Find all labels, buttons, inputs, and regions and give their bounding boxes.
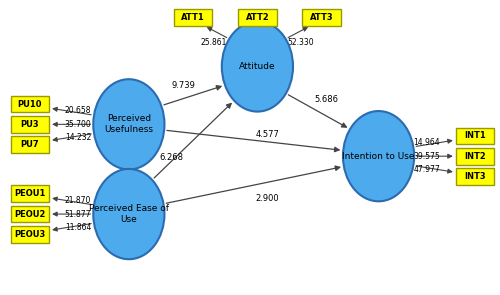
FancyBboxPatch shape <box>10 226 50 243</box>
Text: 20.658: 20.658 <box>65 106 92 115</box>
Text: 51.877: 51.877 <box>64 209 91 219</box>
Text: INT2: INT2 <box>464 152 486 161</box>
Text: INT1: INT1 <box>464 131 486 140</box>
Text: 14.232: 14.232 <box>65 133 91 142</box>
Ellipse shape <box>94 79 164 170</box>
Text: 47.977: 47.977 <box>414 165 440 174</box>
Text: 4.577: 4.577 <box>256 130 279 139</box>
Text: 11.864: 11.864 <box>65 223 91 232</box>
Text: PEOU1: PEOU1 <box>14 189 46 198</box>
Text: 2.900: 2.900 <box>256 194 279 203</box>
FancyBboxPatch shape <box>238 9 277 26</box>
Text: 39.575: 39.575 <box>414 152 440 161</box>
FancyBboxPatch shape <box>10 186 50 202</box>
Text: 14.964: 14.964 <box>414 138 440 147</box>
FancyBboxPatch shape <box>456 168 494 185</box>
FancyBboxPatch shape <box>10 206 50 222</box>
Text: ATT3: ATT3 <box>310 13 334 22</box>
Text: PU7: PU7 <box>20 140 40 149</box>
Text: 21.870: 21.870 <box>65 196 91 205</box>
Text: ATT2: ATT2 <box>246 13 270 22</box>
Ellipse shape <box>343 111 414 201</box>
FancyBboxPatch shape <box>10 116 50 133</box>
FancyBboxPatch shape <box>10 136 50 153</box>
FancyBboxPatch shape <box>174 9 212 26</box>
FancyBboxPatch shape <box>302 9 341 26</box>
Text: 52.330: 52.330 <box>288 38 314 47</box>
Ellipse shape <box>94 169 164 259</box>
Text: INT3: INT3 <box>464 172 486 181</box>
FancyBboxPatch shape <box>10 96 50 112</box>
Text: PEOU2: PEOU2 <box>14 209 46 219</box>
Text: 35.700: 35.700 <box>64 120 91 129</box>
Text: Attitude: Attitude <box>239 62 276 71</box>
Text: Perceived
Usefulness: Perceived Usefulness <box>104 114 154 135</box>
Text: PEOU3: PEOU3 <box>14 230 46 239</box>
Text: 5.686: 5.686 <box>314 95 338 104</box>
Text: ATT1: ATT1 <box>182 13 205 22</box>
FancyBboxPatch shape <box>456 127 494 144</box>
Text: PU10: PU10 <box>18 100 42 109</box>
Text: 25.861: 25.861 <box>201 38 228 47</box>
Text: 35.715: 35.715 <box>244 31 270 40</box>
Ellipse shape <box>222 21 293 112</box>
FancyBboxPatch shape <box>456 148 494 165</box>
Text: 9.739: 9.739 <box>172 81 195 90</box>
Text: Intention to Use: Intention to Use <box>342 152 415 161</box>
Text: 6.268: 6.268 <box>159 153 183 162</box>
Text: Perceived Ease of
Use: Perceived Ease of Use <box>89 204 169 224</box>
Text: PU3: PU3 <box>20 120 40 129</box>
